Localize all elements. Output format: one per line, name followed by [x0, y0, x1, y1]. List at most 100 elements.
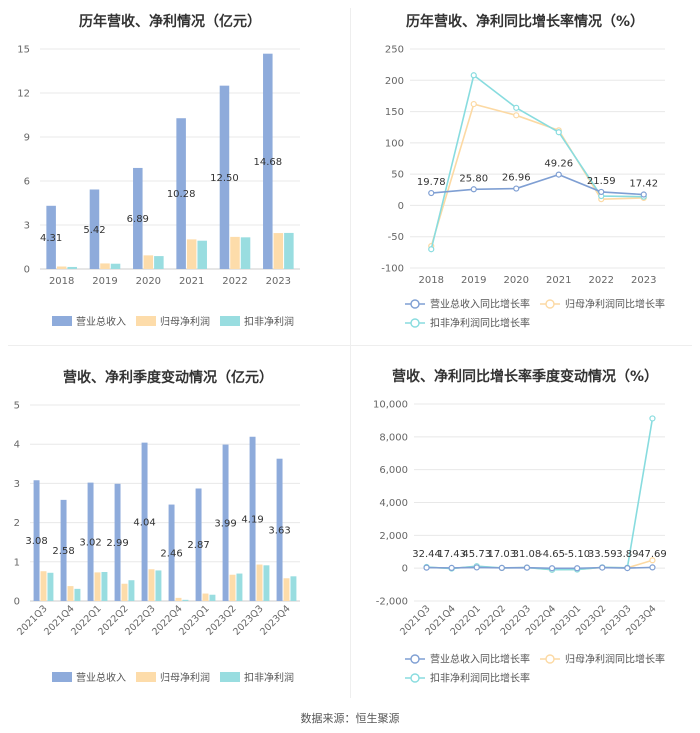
line-point: [513, 104, 520, 111]
y-tick-label: 4,000: [379, 498, 408, 509]
legend-marker: [410, 654, 420, 664]
legend-marker: [410, 299, 420, 309]
legend-label: 扣非净利润: [244, 315, 294, 328]
line-point: [649, 557, 656, 564]
chart-title: 历年营收、净利同比增长率情况（%）: [406, 13, 644, 30]
data-label: 4.19: [241, 514, 263, 525]
data-label: 10.28: [167, 189, 196, 200]
bar-deducted-net-profit: [290, 576, 297, 601]
data-label: 2.87: [187, 540, 209, 551]
bar-revenue: [89, 189, 100, 269]
data-label: 2.58: [52, 546, 74, 557]
x-tick-label: 2018: [419, 275, 444, 286]
bar-net-profit: [230, 236, 240, 269]
bar-revenue: [87, 482, 94, 601]
bar-net-profit: [40, 571, 47, 601]
x-tick-label: 2019: [461, 275, 486, 286]
data-label: 17.42: [629, 179, 658, 190]
x-tick-label: 2023: [266, 276, 291, 287]
bar-net-profit: [273, 233, 284, 269]
bar-net-profit: [100, 263, 110, 269]
legend-label: 营业总收入: [76, 671, 126, 684]
x-tick-label: 2021: [546, 275, 571, 286]
chart-title: 历年营收、净利情况（亿元）: [79, 13, 261, 30]
line-point: [598, 188, 605, 196]
bar-net-profit: [256, 564, 263, 601]
bar-deducted-net-profit: [155, 570, 162, 601]
x-tick-label: 2020: [504, 275, 529, 286]
line-series-2: [430, 73, 644, 250]
x-tick-label: 2021: [179, 276, 204, 287]
y-tick-label: 10,000: [373, 400, 408, 411]
legend-label: 归母净利润: [160, 671, 210, 684]
x-tick-label: 2022: [589, 275, 614, 286]
data-label: 3.63: [268, 525, 290, 536]
line-point: [624, 565, 631, 572]
bar-deducted-net-profit: [209, 594, 216, 601]
line-point: [513, 112, 520, 119]
bar-net-profit: [56, 266, 67, 269]
bar-deducted-net-profit: [284, 232, 294, 269]
data-label: 19.78: [417, 177, 446, 188]
legend-swatch: [52, 672, 72, 682]
line-series-2: [426, 418, 654, 571]
data-label: 47.69: [638, 549, 667, 560]
line-series-1: [430, 103, 644, 247]
data-label: 3.02: [79, 537, 101, 548]
bar-net-profit: [202, 593, 209, 601]
x-tick-label: 2020: [136, 276, 161, 287]
bar-deducted-net-profit: [101, 571, 108, 601]
chart-title: 营收、净利同比增长率季度变动情况（%）: [392, 368, 658, 385]
y-tick-label: -100: [381, 264, 404, 275]
bar-net-profit: [229, 574, 236, 601]
y-tick-label: 6: [24, 177, 30, 188]
legend-label: 归母净利润: [160, 315, 210, 328]
line-point: [523, 564, 531, 571]
legend-label: 营业总收入同比增长率: [430, 653, 530, 666]
line-point: [640, 191, 647, 198]
bar-net-profit: [148, 569, 155, 601]
line-point: [473, 564, 480, 571]
legend-marker: [545, 654, 555, 664]
data-label: -5.10: [564, 549, 590, 560]
horizontal-divider: [8, 345, 692, 346]
bar-net-profit: [186, 239, 197, 269]
legend-swatch: [136, 316, 156, 326]
bar-deducted-net-profit: [182, 599, 189, 601]
bar-revenue: [133, 167, 143, 269]
bar-deducted-net-profit: [154, 256, 164, 269]
data-label: 33.59: [588, 549, 617, 560]
data-label: -4.65: [539, 549, 565, 560]
bar-net-profit: [67, 586, 74, 601]
y-tick-label: -2,000: [376, 597, 408, 608]
data-label: 45.73: [462, 549, 491, 560]
data-label: 26.96: [502, 173, 531, 184]
y-tick-label: 3: [24, 221, 30, 232]
line-point: [498, 564, 505, 571]
legend-swatch: [136, 672, 156, 682]
bar-revenue: [176, 118, 186, 269]
legend-label: 营业总收入同比增长率: [430, 298, 530, 311]
legend-label: 扣非净利润: [244, 671, 294, 684]
bar-revenue: [263, 53, 273, 270]
y-tick-label: 2: [14, 518, 20, 529]
bar-deducted-net-profit: [67, 266, 77, 269]
bar-revenue: [276, 458, 283, 601]
line-point: [423, 564, 430, 571]
legend-marker: [545, 299, 555, 309]
bar-deducted-net-profit: [197, 240, 207, 269]
legend-label: 扣非净利润同比增长率: [430, 672, 530, 685]
line-point: [555, 171, 562, 178]
chart-title: 营收、净利季度变动情况（亿元）: [63, 369, 273, 386]
data-label: 49.26: [544, 159, 573, 170]
y-tick-label: 150: [385, 107, 404, 118]
bar-deducted-net-profit: [74, 588, 81, 601]
vertical-divider: [350, 8, 351, 698]
data-label: 3.08: [25, 536, 47, 547]
legend-label: 营业总收入: [76, 315, 126, 328]
y-tick-label: 0: [14, 597, 20, 608]
y-tick-label: -50: [388, 232, 404, 243]
y-tick-label: 6,000: [379, 465, 408, 476]
line-point: [649, 415, 656, 422]
